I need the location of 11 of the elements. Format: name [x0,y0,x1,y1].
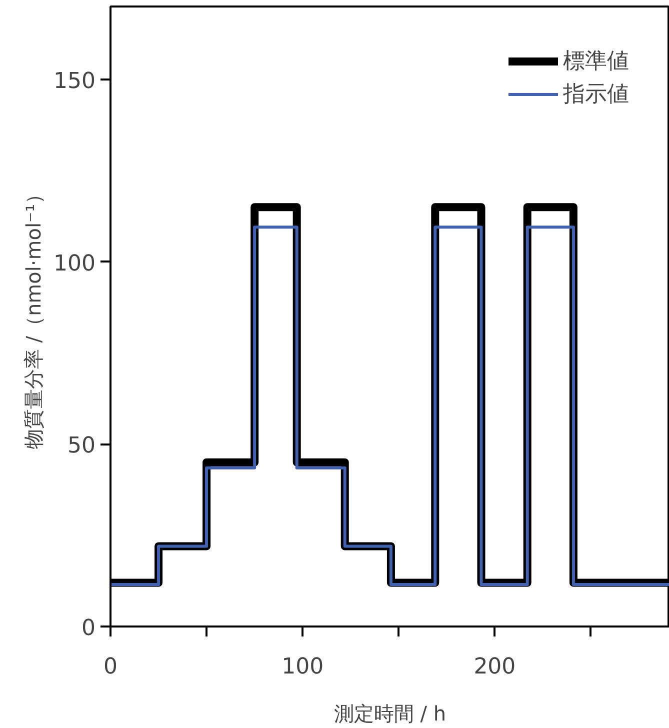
y-axis-title: 物質量分率 /（nmol·mol⁻¹） [22,184,46,450]
x-axis-title: 測定時間 / h [334,702,446,726]
x-tick-label: 100 [282,654,324,680]
legend-label: 指示値 [563,81,629,109]
x-tick-label: 0 [104,654,118,680]
y-tick-label: 0 [82,616,96,641]
legend-label: 標準値 [563,48,629,76]
x-tick-label: 200 [474,654,516,680]
y-tick-label: 150 [54,68,96,94]
y-tick-label: 50 [68,434,96,459]
y-tick-label: 100 [54,251,96,276]
